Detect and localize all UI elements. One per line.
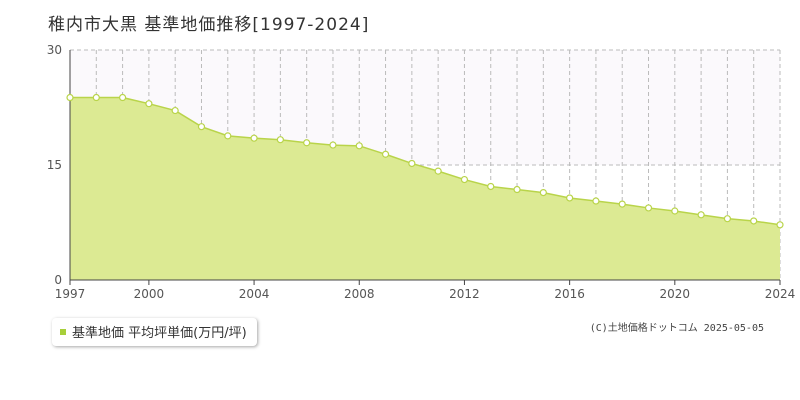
data-point	[539, 189, 547, 197]
data-point	[723, 215, 732, 223]
data-point	[566, 194, 574, 202]
source-credit: (C)土地価格ドットコム 2025-05-05	[589, 323, 764, 334]
data-point	[408, 159, 416, 168]
series-line	[70, 96, 781, 226]
x-tick-label: 2020	[660, 287, 691, 301]
chart-title: 稚内市大黒 基準地価推移[1997-2024]	[48, 15, 370, 35]
y-tick-label: 30	[47, 43, 62, 57]
y-tick-label: 15	[47, 158, 62, 172]
x-tick-label: 2016	[554, 287, 585, 301]
data-point	[618, 200, 626, 208]
data-point	[118, 93, 127, 102]
data-point	[197, 123, 206, 131]
x-tick-label: 2024	[765, 287, 796, 301]
data-point	[776, 221, 784, 229]
data-point	[303, 139, 311, 147]
data-point	[145, 100, 153, 108]
x-tick-label: 2000	[134, 287, 165, 301]
data-point	[276, 136, 284, 144]
legend-swatch	[60, 328, 66, 335]
data-point	[513, 185, 521, 194]
data-point	[697, 211, 705, 219]
data-point	[224, 132, 232, 140]
data-point	[750, 217, 758, 225]
data-point	[355, 142, 363, 150]
data-point	[434, 167, 442, 175]
data-point	[592, 197, 600, 205]
data-point	[671, 207, 679, 215]
data-point	[487, 182, 495, 191]
data-point	[460, 175, 469, 184]
x-tick-label: 2012	[449, 287, 480, 301]
y-tick-label: 0	[54, 273, 62, 287]
series-area	[70, 97, 780, 281]
data-point	[329, 141, 337, 149]
data-point	[644, 204, 653, 212]
data-point	[92, 93, 100, 102]
x-tick-label: 2008	[344, 287, 375, 301]
data-point	[66, 93, 74, 102]
data-point	[250, 134, 258, 142]
x-tick-label: 2004	[239, 287, 270, 301]
data-point	[171, 106, 179, 115]
x-tick-label: 1997	[55, 287, 86, 301]
data-point	[381, 150, 390, 158]
legend: 基準地価 平均坪単価(万円/坪)	[52, 318, 257, 346]
legend-label: 基準地価 平均坪単価(万円/坪)	[72, 326, 247, 341]
